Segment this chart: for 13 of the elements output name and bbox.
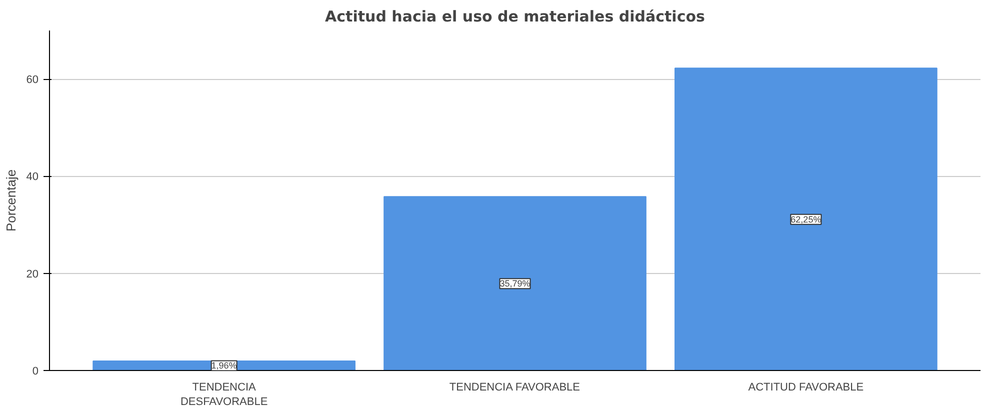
bar (674, 68, 938, 370)
y-axis-title: Porcentaje (3, 169, 18, 232)
bar (384, 196, 646, 370)
x-tick-label: TENDENCIA DESFAVORABLE (180, 382, 268, 408)
y-tick-label: 60 (26, 74, 39, 86)
data-label: 1,96% (211, 360, 237, 371)
x-tick-label: ACTITUD FAVORABLE (748, 382, 864, 394)
y-tick-label: 40 (26, 171, 39, 184)
y-tick-label: 0 (32, 366, 39, 378)
data-label: 35,79% (500, 278, 530, 289)
chart-title: Actitud hacia el uso de materiales didácticos (325, 8, 706, 26)
x-tick-label: TENDENCIA FAVORABLE (449, 382, 580, 394)
y-tick-label: 20 (26, 268, 39, 280)
